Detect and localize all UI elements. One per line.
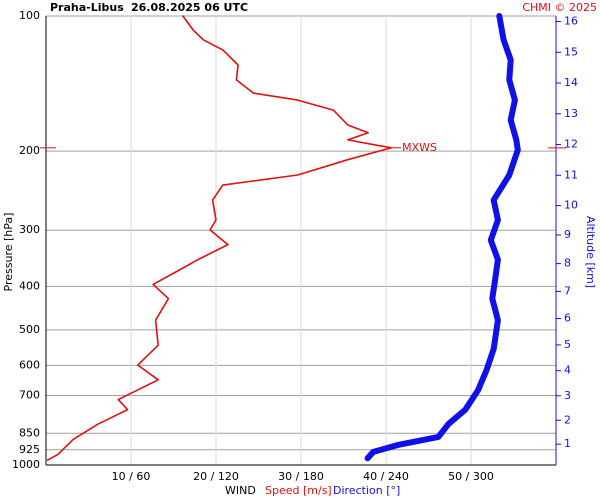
profile-line — [46, 15, 392, 461]
y2-tick-label: 14 — [564, 76, 578, 89]
chart-title: Praha-Libus — [50, 1, 124, 14]
y2-tick-label: 7 — [564, 284, 571, 297]
y2-tick-label: 6 — [564, 312, 571, 325]
legend-title: WIND — [225, 484, 256, 497]
y-tick-label: 100 — [19, 9, 40, 22]
x-tick-label: 30 / 180 — [278, 470, 324, 483]
y2-tick-label: 3 — [564, 389, 571, 402]
annotation: MXWS — [402, 141, 437, 154]
y-tick-label: 1000 — [12, 458, 40, 471]
y-tick-label: 925 — [19, 443, 40, 456]
y2-tick-label: 13 — [564, 107, 578, 120]
legend-entry: Direction [°] — [333, 484, 400, 497]
y-tick-label: 300 — [19, 223, 40, 236]
x-tick-label: 40 / 240 — [363, 470, 409, 483]
y-tick-label: 850 — [19, 426, 40, 439]
chart-subtitle: 26.08.2025 06 UTC — [131, 1, 248, 14]
x-tick-label: 20 / 120 — [193, 470, 239, 483]
x-tick-label: 50 / 300 — [448, 470, 494, 483]
y2-tick-label: 5 — [564, 338, 571, 351]
y2-tick-label: 2 — [564, 413, 571, 426]
y-tick-label: 400 — [19, 279, 40, 292]
y-axis-title: Pressure [hPa] — [2, 213, 15, 292]
credit: CHMI © 2025 — [522, 1, 597, 14]
y-tick-label: 600 — [19, 358, 40, 371]
y-tick-label: 200 — [19, 144, 40, 157]
y2-tick-label: 1 — [564, 437, 571, 450]
x-tick-label: 10 / 60 — [112, 470, 151, 483]
y2-tick-label: 16 — [564, 15, 578, 28]
y2-tick-label: 9 — [564, 228, 571, 241]
profile-line — [364, 13, 521, 462]
y2-tick-label: 11 — [564, 168, 578, 181]
y2-tick-label: 15 — [564, 45, 578, 58]
y-tick-label: 500 — [19, 323, 40, 336]
legend-entry: Speed [m/s] — [265, 484, 332, 497]
y2-tick-label: 12 — [564, 138, 578, 151]
y2-tick-label: 8 — [564, 257, 571, 270]
y2-tick-label: 10 — [564, 199, 578, 212]
y2-axis-title: Altitude [km] — [584, 216, 597, 288]
y-tick-label: 700 — [19, 388, 40, 401]
y2-tick-label: 4 — [564, 364, 571, 377]
